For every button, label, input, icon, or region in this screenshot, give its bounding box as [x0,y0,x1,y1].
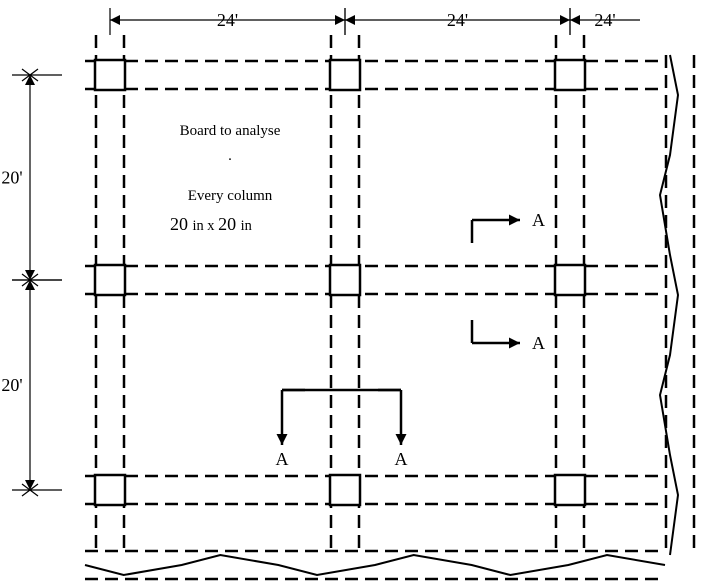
svg-text:A: A [276,449,289,469]
svg-text:Board to analyse: Board to analyse [180,123,281,139]
svg-text:24': 24' [447,10,468,30]
svg-text:Every column: Every column [188,188,273,204]
svg-text:24': 24' [217,10,238,30]
svg-text:A: A [395,449,408,469]
svg-text:24': 24' [594,10,615,30]
svg-text:20': 20' [1,375,22,395]
svg-text:20': 20' [1,168,22,188]
svg-text:A: A [532,210,545,230]
svg-text:20 in x 20 in: 20 in x 20 in [170,214,252,234]
flat-slab-plan-diagram: 24' 24' 24' 20' 20' Board to analyse. Every co… [0,0,707,582]
svg-text:A: A [532,333,545,353]
svg-text:.: . [228,148,232,164]
